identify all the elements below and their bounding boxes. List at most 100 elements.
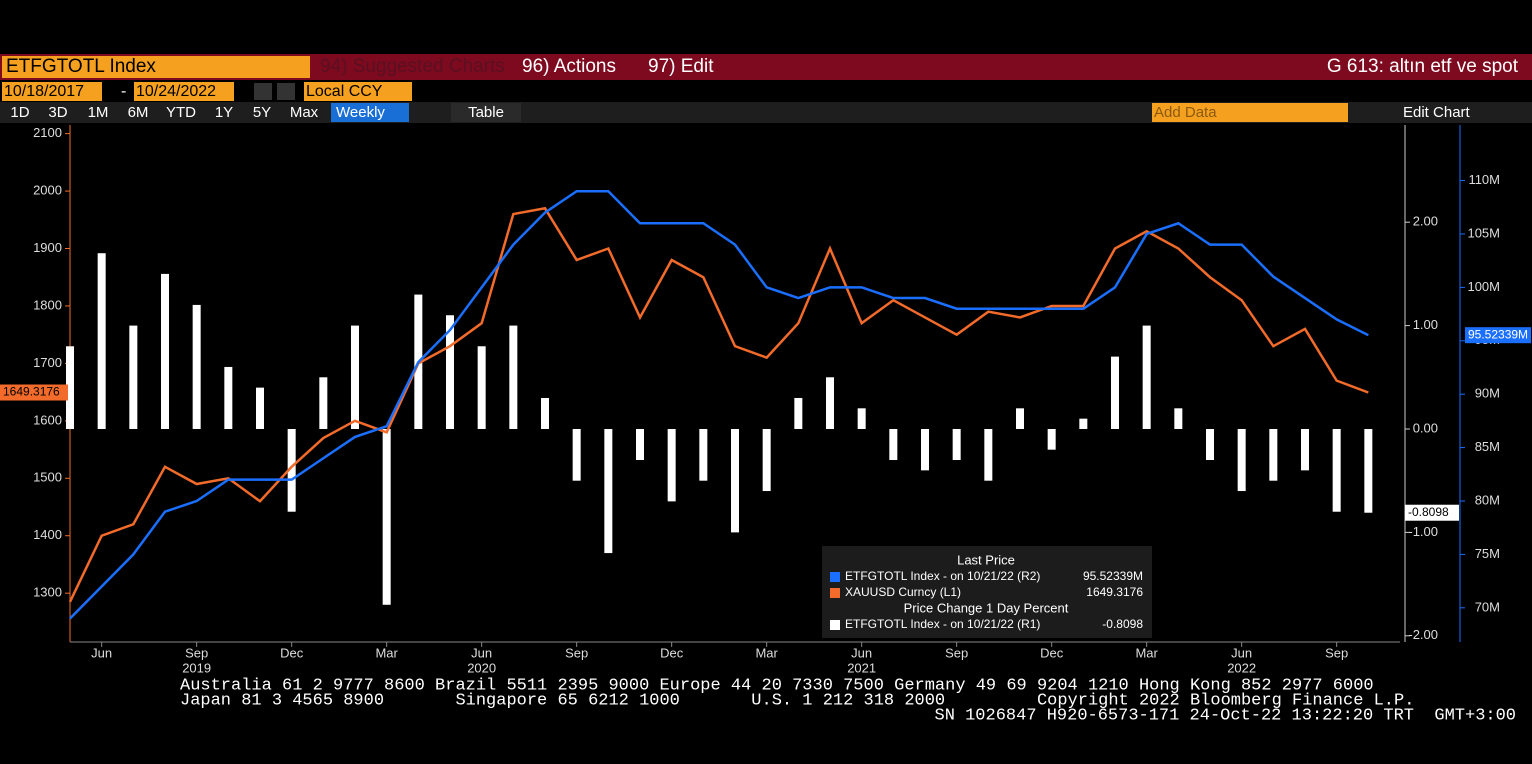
footer-line: SN 1026847 H920-6573-171 24-Oct-22 13:22… [935,706,1517,725]
menu-item[interactable]: 94) Suggested Charts [320,56,505,77]
x-tick-label: Jun [1231,645,1252,660]
y2-tick-label: 2.00 [1413,214,1438,229]
next-button[interactable] [277,83,295,100]
year-label: 2021 [847,660,876,675]
y-tick-label: 1400 [33,527,62,542]
x-tick-label: Mar [375,645,398,660]
bar [319,377,328,429]
last-value-tag [1405,504,1459,521]
end-date[interactable]: 10/24/2022 [136,83,216,100]
prev-button[interactable] [254,83,272,100]
y-tick-label: 1600 [33,412,62,427]
period-button[interactable]: 6M [128,104,149,121]
table[interactable]: Table [468,104,504,121]
frequency[interactable]: Weekly [336,104,385,121]
period-button[interactable]: 1Y [215,104,233,121]
bar [952,428,961,461]
x-tick-label: Sep [945,645,968,660]
y-tick-label: 1700 [33,355,62,370]
legend-title: Last Price [957,552,1015,567]
x-tick-label: Dec [1040,645,1064,660]
y3-tick-label: 80M [1475,492,1500,507]
bar [826,377,834,429]
bar [97,253,106,429]
bar [224,366,233,429]
bar [256,387,264,429]
bar [1047,428,1056,450]
bar [287,428,296,512]
legend-box [822,546,1152,638]
bar [731,428,739,533]
page-title: G 613: altın etf ve spot [1327,56,1519,77]
bar [572,428,581,481]
x-tick-label: Dec [280,645,304,660]
date-box[interactable] [2,82,102,101]
legend-entry: XAUUSD Curncy (L1) [845,585,961,599]
x-tick-label: Sep [565,645,588,660]
last-value-label: 95.52339M [1468,327,1528,341]
bar [161,273,169,429]
period-button[interactable]: Max [290,104,319,121]
currency[interactable]: Local CCY [306,83,383,100]
date-box[interactable] [134,82,234,101]
y-tick-label: 1900 [33,240,62,255]
period-button[interactable]: 5Y [253,104,271,121]
bar [1364,428,1373,513]
security-box[interactable] [2,56,310,78]
start-date[interactable]: 10/18/2017 [4,83,84,100]
x-tick-label: Sep [185,645,208,660]
menu-item[interactable]: 97) Edit [648,56,714,77]
bar [66,346,74,429]
y3-tick-label: 85M [1475,439,1500,454]
bar [699,428,708,481]
bar [889,428,898,461]
legend-swatch [830,572,840,582]
y3-tick-label: 75M [1475,546,1500,561]
bar [1206,428,1214,461]
footer-line: Australia 61 2 9777 8600 Brazil 5511 239… [180,676,1374,695]
bar [192,304,201,429]
line [69,189,1369,620]
menu-item[interactable]: 96) Actions [522,56,616,77]
y2-tick-label: -1.00 [1408,524,1438,539]
period-button[interactable]: 1D [10,104,29,121]
period-button[interactable]: 3D [48,104,67,121]
frequency-button[interactable] [331,103,409,122]
add-data[interactable]: Add Data [1154,104,1217,121]
legend-value: -0.8098 [1102,617,1143,631]
bar [1079,418,1088,429]
y2-tick-label: -2.00 [1408,627,1438,642]
x-tick-label: Dec [660,645,684,660]
bar [794,397,803,429]
y-tick-label: 1500 [33,470,62,485]
y-tick-label: 1800 [33,297,62,312]
y2-tick-label: 0.00 [1413,420,1438,435]
bar [477,346,486,429]
security[interactable]: ETFGTOTL Index [6,56,156,77]
edit-chart[interactable]: Edit Chart [1403,104,1471,121]
bar [1237,428,1246,492]
x-tick-label: Jun [471,645,492,660]
legend-entry: ETFGTOTL Index - on 10/21/22 (R1) [845,617,1040,631]
bar [921,428,929,471]
year-label: 2019 [182,660,211,675]
y3-tick-label: 100M [1467,279,1500,294]
table-button[interactable] [451,103,521,122]
x-tick-label: Mar [755,645,778,660]
period-button[interactable]: YTD [166,104,196,121]
bar [1111,356,1119,429]
bar [1016,408,1024,429]
last-value-label: 1649.3176 [3,385,60,399]
add-data-box[interactable] [1152,103,1348,122]
period-button[interactable]: 1M [88,104,109,121]
legend-swatch [830,588,840,598]
bar [1332,428,1341,512]
bar [382,428,391,605]
legend-swatch [830,620,840,630]
bar [667,428,676,502]
currency-box[interactable] [304,82,412,101]
bar [446,315,454,429]
year-label: 2022 [1227,660,1256,675]
